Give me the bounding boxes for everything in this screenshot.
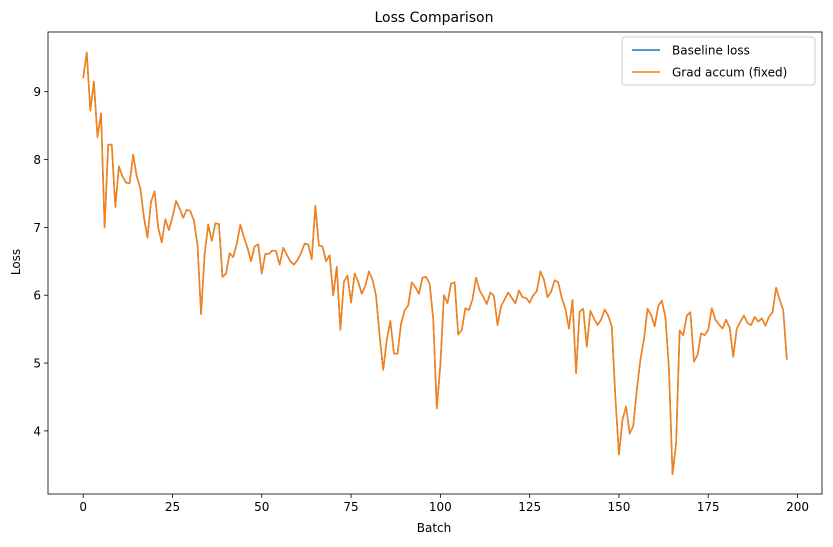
series-line-grad-accum-fixed [82,51,788,476]
x-tick-label: 100 [429,500,452,514]
y-axis: 4 5 6 7 8 9 [33,85,48,438]
series-layer [82,51,788,476]
y-tick-label: 7 [33,221,41,235]
legend-box [621,36,816,86]
x-tick-label: 175 [697,500,720,514]
x-tick-label: 50 [254,500,269,514]
plot-frame [47,31,823,495]
x-tick-label: 150 [607,500,630,514]
x-tick-label: 0 [79,500,87,514]
y-tick-label: 5 [33,357,41,371]
y-tick-label: 4 [33,424,41,438]
x-axis: 0 25 50 75 100 125 150 175 200 [79,494,809,514]
y-tick-label: 8 [33,153,41,167]
x-tick-label: 125 [518,500,541,514]
y-axis-label: Loss [9,249,23,275]
y-tick-label: 6 [33,289,41,303]
x-tick-label: 75 [343,500,358,514]
x-tick-label: 200 [786,500,809,514]
x-axis-label: Batch [417,521,452,535]
x-tick-label: 25 [165,500,180,514]
legend: Baseline loss Grad accum (fixed) [621,36,816,86]
chart-title: Loss Comparison [375,10,494,26]
plot-area [48,32,822,494]
legend-label: Baseline loss [672,44,750,58]
y-tick-label: 9 [33,85,41,99]
legend-label: Grad accum (fixed) [672,66,787,80]
